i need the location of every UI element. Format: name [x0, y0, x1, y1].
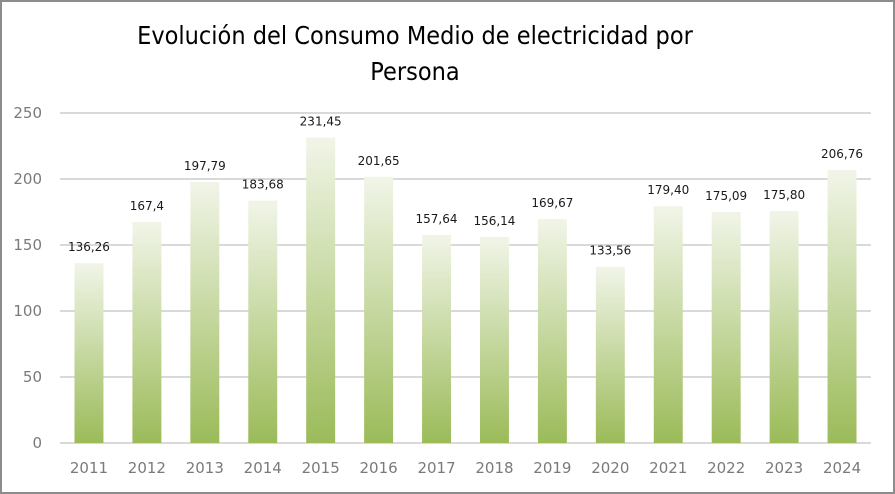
- bar: [74, 263, 104, 443]
- data-label: 201,65: [358, 154, 400, 168]
- x-tick-label: 2013: [186, 459, 224, 477]
- data-label: 206,76: [821, 147, 863, 161]
- y-axis-ticks: 0 50 100 150 200 250: [13, 104, 42, 452]
- x-tick-label: 2022: [707, 459, 745, 477]
- bar: [132, 222, 162, 443]
- y-tick-label: 50: [23, 368, 42, 386]
- data-label: 175,09: [705, 189, 747, 203]
- data-label: 183,68: [242, 178, 284, 192]
- data-label: 157,64: [416, 212, 458, 226]
- x-tick-label: 2018: [475, 459, 513, 477]
- bar: [422, 234, 452, 443]
- data-label: 167,4: [130, 199, 164, 213]
- x-tick-label: 2012: [128, 459, 166, 477]
- y-tick-label: 250: [13, 104, 42, 122]
- x-tick-label: 2016: [360, 459, 398, 477]
- bar: [537, 219, 567, 443]
- bar: [306, 137, 336, 443]
- x-axis-ticks: 2011 2012 2013 2014 2015 2016 2017 2018 2019 2020…: [70, 459, 861, 477]
- gridlines: [60, 112, 871, 444]
- x-tick-label: 2014: [244, 459, 282, 477]
- x-tick-label: 2024: [823, 459, 861, 477]
- bars: [74, 137, 857, 444]
- chart-title-line-2: Persona: [370, 57, 460, 86]
- x-tick-label: 2020: [591, 459, 629, 477]
- x-tick-label: 2017: [417, 459, 455, 477]
- y-tick-label: 0: [32, 434, 42, 452]
- x-tick-label: 2019: [533, 459, 571, 477]
- chart-title-line-1: Evolución del Consumo Medio de electrici…: [137, 21, 693, 50]
- data-label: 136,26: [68, 240, 110, 254]
- bar: [769, 210, 799, 443]
- bar: [190, 181, 220, 443]
- bar: [827, 170, 857, 444]
- data-labels: 136,26 167,4 197,79 183,68 231,45 201,65 157,6…: [68, 114, 863, 257]
- data-label: 156,14: [473, 214, 515, 228]
- data-label: 133,56: [589, 244, 631, 258]
- y-tick-label: 200: [13, 170, 42, 188]
- x-tick-label: 2021: [649, 459, 687, 477]
- data-label: 169,67: [531, 196, 573, 210]
- bar: [711, 211, 741, 443]
- bar: [653, 206, 683, 443]
- bar: [248, 200, 278, 443]
- data-label: 231,45: [300, 114, 342, 128]
- bar: [479, 236, 509, 443]
- x-tick-label: 2015: [302, 459, 340, 477]
- y-tick-label: 100: [13, 302, 42, 320]
- bar: [595, 266, 625, 443]
- chart-title: Evolución del Consumo Medio de electrici…: [42, 18, 789, 90]
- data-label: 179,40: [647, 183, 689, 197]
- y-tick-label: 150: [13, 236, 42, 254]
- data-label: 197,79: [184, 159, 226, 173]
- bar: [364, 176, 394, 443]
- data-label: 175,80: [763, 188, 805, 202]
- x-tick-label: 2023: [765, 459, 803, 477]
- x-tick-label: 2011: [70, 459, 108, 477]
